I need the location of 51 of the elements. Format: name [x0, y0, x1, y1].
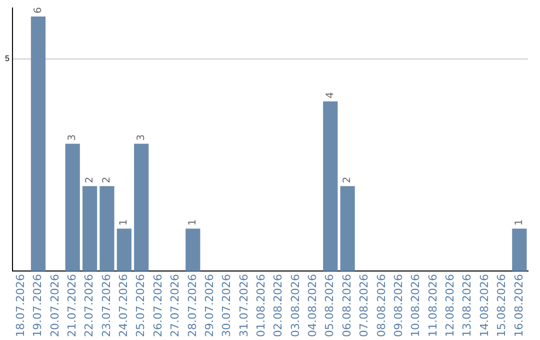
data-label: 1 [118, 219, 130, 226]
x-tick-label: 05.08.2026 [323, 274, 336, 338]
x-tick-label: 26.07.2026 [151, 274, 164, 338]
x-tick-label: 10.08.2026 [409, 274, 422, 338]
x-tick-label: 02.08.2026 [272, 274, 285, 338]
data-label: 2 [342, 176, 354, 184]
x-tick-label: 29.07.2026 [202, 274, 216, 338]
x-tick-label: 18.07.2026 [14, 274, 27, 338]
x-tick-label: 01.08.2026 [254, 274, 268, 338]
x-tick-label: 30.07.2026 [220, 274, 234, 338]
x-tick-label: 12.08.2026 [444, 274, 457, 338]
x-tick-label: 31.07.2026 [237, 274, 250, 338]
bar [134, 144, 149, 272]
x-tick-label: 04.08.2026 [306, 274, 320, 338]
x-tick-label: 21.07.2026 [65, 274, 78, 338]
x-tick-label: 25.07.2026 [134, 274, 148, 338]
data-label: 3 [67, 134, 78, 141]
x-tick-label: 13.08.2026 [460, 274, 474, 338]
x-tick-label: 06.08.2026 [340, 274, 354, 338]
bar [116, 228, 132, 272]
x-tick-label: 27.07.2026 [168, 274, 182, 338]
data-label: 1 [514, 219, 525, 226]
data-label: 2 [102, 176, 113, 184]
x-tick-label: 08.08.2026 [374, 274, 388, 338]
bar [512, 228, 527, 272]
x-tick-label: 11.08.2026 [426, 274, 440, 338]
bar [30, 16, 46, 272]
x-tick-label: 20.07.2026 [48, 274, 62, 338]
x-tick-label: 07.08.2026 [358, 274, 371, 338]
data-label: 2 [84, 176, 96, 184]
data-label: 1 [187, 219, 198, 226]
x-tick-label: 16.08.2026 [512, 274, 526, 338]
bar [65, 144, 80, 272]
bar [340, 186, 355, 272]
data-label: 4 [324, 92, 336, 98]
x-tick-label: 09.08.2026 [392, 274, 405, 338]
y-tick-label: 5 [4, 54, 10, 64]
x-tick-label: 22.07.2026 [82, 274, 96, 338]
x-tick-label: 24.07.2026 [117, 274, 130, 338]
bar [186, 228, 200, 272]
x-tick-label: 14.08.2026 [478, 274, 491, 338]
x-tick-label: 23.07.2026 [100, 274, 113, 338]
data-label: 3 [136, 134, 147, 141]
x-tick-label: 03.08.2026 [288, 274, 302, 338]
x-tick-label: 19.07.2026 [31, 274, 44, 338]
bar [323, 101, 338, 272]
bar [100, 186, 114, 272]
data-label: 6 [32, 7, 44, 14]
x-tick-label: 15.08.2026 [495, 274, 508, 338]
x-tick-label: 28.07.2026 [186, 274, 199, 338]
bar [82, 186, 98, 272]
